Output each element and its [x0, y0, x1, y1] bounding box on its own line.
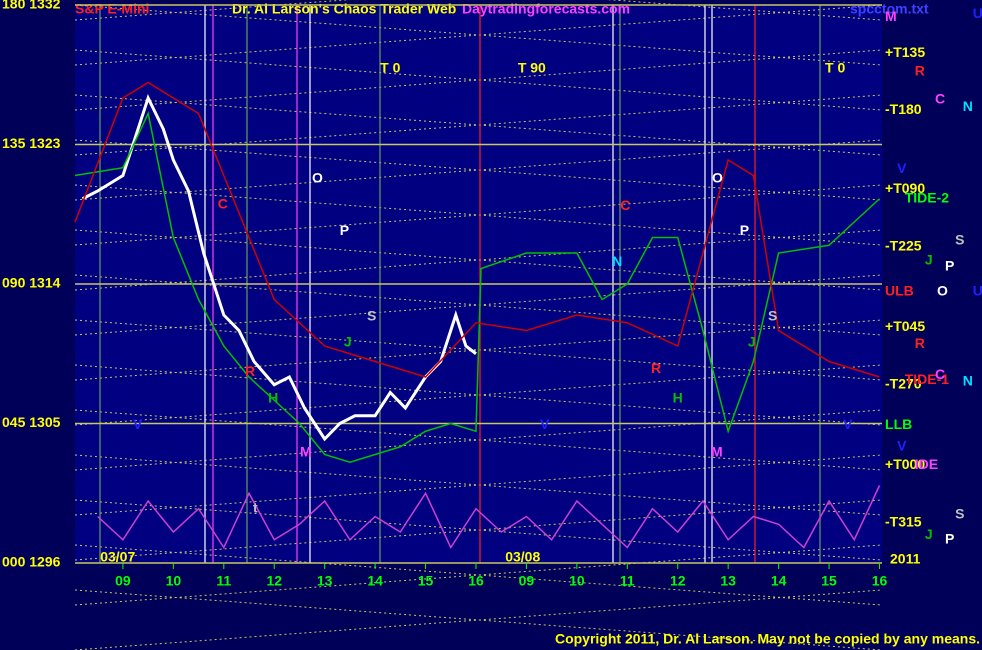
- annotation: V: [897, 160, 907, 176]
- annotation: M: [885, 8, 897, 24]
- annotation: M: [711, 444, 723, 460]
- copyright: Copyright 2011, Dr. Al Larson. May not b…: [555, 631, 980, 647]
- x-tick-label: 16: [468, 573, 484, 589]
- series-line: [97, 485, 881, 550]
- x-tick-label: 13: [720, 573, 736, 589]
- date-label: 03/08: [505, 549, 540, 565]
- annotation: H: [673, 389, 683, 405]
- x-tick-label: 09: [519, 573, 535, 589]
- x-tick-label: 11: [216, 573, 231, 589]
- site-name: Daytradingforecasts.com: [462, 1, 630, 17]
- y-tick-label: 045 1305: [2, 414, 61, 430]
- x-tick-label: 12: [266, 573, 282, 589]
- x-tick-label: 11: [620, 573, 635, 589]
- annotation: t: [253, 499, 258, 515]
- annotation: -T315: [885, 513, 922, 529]
- annotation: O: [712, 169, 723, 185]
- x-tick-label: 16: [872, 573, 888, 589]
- annotation: V: [843, 416, 853, 432]
- annotation: P: [340, 222, 349, 238]
- annotation: C: [935, 90, 945, 106]
- annotation: V: [540, 416, 550, 432]
- annotation: N: [963, 372, 973, 388]
- annotation: U: [973, 5, 982, 21]
- annotation: M: [300, 444, 312, 460]
- date-label: 03/07: [100, 549, 135, 565]
- annotation: T 0: [380, 59, 400, 75]
- x-tick-label: 13: [317, 573, 333, 589]
- x-tick-label: 10: [569, 573, 585, 589]
- annotation: N: [612, 253, 622, 269]
- annotation: -T270: [885, 375, 922, 391]
- year-label: 2011: [890, 551, 921, 567]
- annotation: -T180: [885, 101, 922, 117]
- annotation: +T090: [885, 180, 925, 196]
- annotation: H: [268, 389, 278, 405]
- y-tick-label: 090 1314: [2, 275, 61, 291]
- annotation: C: [620, 197, 630, 213]
- annotation: S: [955, 231, 964, 247]
- annotation: T 0: [825, 59, 845, 75]
- x-tick-label: 15: [418, 573, 434, 589]
- chart-subtitle: Dr. Al Larson's Chaos Trader Web: [232, 1, 456, 17]
- y-tick-label: 180 1332: [2, 0, 61, 12]
- y-tick-label: 135 1323: [2, 135, 61, 151]
- annotation: -T225: [885, 238, 922, 254]
- annotation: R: [651, 360, 661, 376]
- annotation: R: [915, 62, 925, 78]
- annotation: R: [245, 363, 255, 379]
- annotation: +T045: [885, 318, 925, 334]
- annotation: S: [768, 307, 777, 323]
- annotation: V: [897, 437, 907, 453]
- annotation: C: [218, 196, 228, 212]
- chart-title: S&P E-Mini: [75, 1, 149, 17]
- annotation: O: [937, 282, 948, 298]
- series-line: [74, 81, 880, 378]
- annotation: V: [133, 416, 143, 432]
- x-tick-label: 14: [771, 573, 787, 589]
- annotation: ULB: [885, 282, 914, 298]
- annotation: TIDE-1: [905, 371, 950, 387]
- annotation: TIDE-2: [905, 189, 950, 205]
- annotation: U: [973, 282, 982, 298]
- annotation: IDE: [915, 456, 938, 472]
- series-line: [74, 111, 880, 464]
- annotation: J: [344, 334, 352, 350]
- x-tick-label: 09: [115, 573, 131, 589]
- annotation: LLB: [885, 416, 912, 432]
- annotation: P: [945, 530, 954, 546]
- annotation: O: [312, 169, 323, 185]
- annotation: P: [740, 222, 749, 238]
- annotation: N: [963, 98, 973, 114]
- annotation: J: [925, 526, 933, 542]
- x-tick-label: 14: [367, 573, 383, 589]
- annotation: P: [945, 258, 954, 274]
- annotation: +T135: [885, 44, 925, 60]
- annotation: S: [955, 506, 964, 522]
- annotation: R: [915, 335, 925, 351]
- annotation: T 90: [518, 59, 546, 75]
- annotation: J: [748, 334, 756, 350]
- annotation: C: [935, 366, 945, 382]
- x-tick-label: 10: [166, 573, 182, 589]
- annotation: J: [925, 251, 933, 267]
- x-tick-label: 15: [821, 573, 837, 589]
- annotation: S: [367, 307, 376, 323]
- annotation: +T000: [885, 456, 925, 472]
- y-tick-label: 000 1296: [2, 554, 61, 570]
- x-tick-label: 12: [670, 573, 686, 589]
